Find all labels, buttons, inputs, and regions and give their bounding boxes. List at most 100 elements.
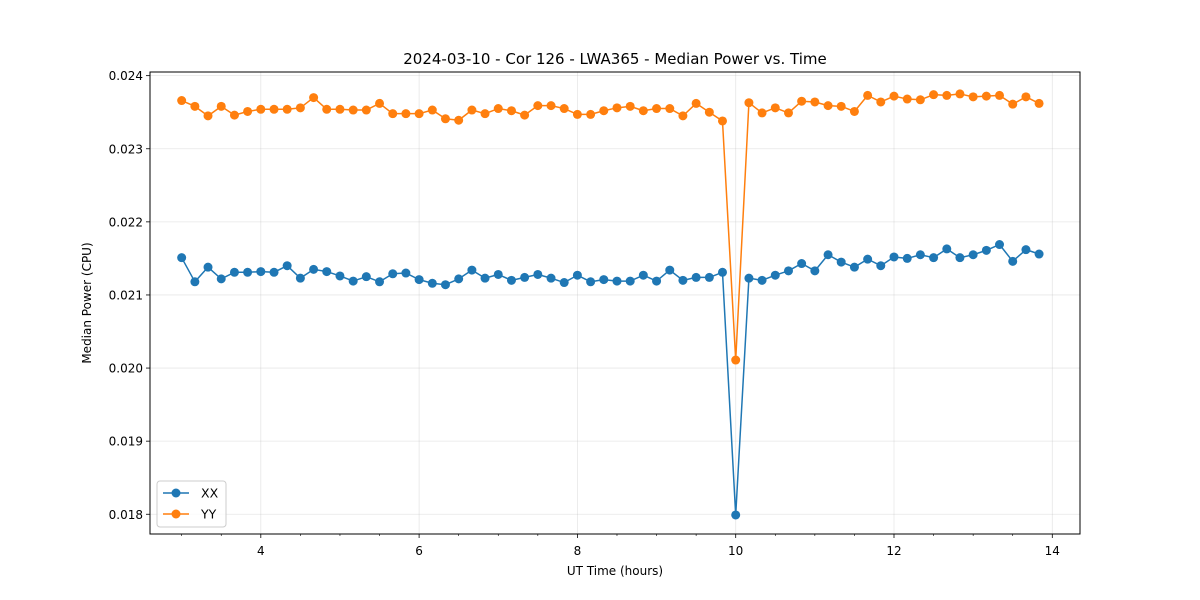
data-point-yy [968, 92, 978, 102]
data-point-yy [572, 109, 582, 119]
data-point-xx [981, 245, 991, 255]
y-axis-label: Median Power (CPU) [80, 242, 94, 363]
data-point-xx [638, 270, 648, 280]
data-point-yy [361, 105, 371, 115]
data-point-yy [480, 109, 490, 119]
data-point-yy [427, 105, 437, 115]
data-point-yy [955, 89, 965, 99]
data-point-xx [454, 274, 464, 284]
data-point-yy [995, 90, 1005, 100]
x-tick-label: 4 [257, 544, 265, 558]
data-point-yy [981, 91, 991, 101]
data-point-yy [216, 101, 226, 111]
data-point-xx [216, 274, 226, 284]
data-point-xx [1021, 245, 1031, 255]
data-point-xx [401, 268, 411, 278]
data-point-yy [586, 109, 596, 119]
axis-ticks: 4 6 8 10 12 14 0.018 0.019 0.020 0.021 0.022 0.023 0… [109, 69, 1060, 558]
y-tick-label: 0.021 [109, 288, 143, 302]
data-point-xx [876, 261, 886, 271]
data-point-yy [203, 111, 213, 121]
data-point-xx [942, 244, 952, 254]
data-point-yy [440, 114, 450, 124]
data-point-xx [652, 276, 662, 286]
data-point-yy [467, 105, 477, 115]
data-point-xx [823, 250, 833, 260]
series-line-xx [181, 243, 1040, 516]
data-point-yy [704, 107, 714, 117]
data-point-yy [638, 106, 648, 116]
data-point-xx [546, 273, 556, 283]
data-point-yy [1008, 99, 1018, 109]
data-point-xx [375, 277, 385, 287]
data-point-xx [493, 269, 503, 279]
y-tick-label: 0.022 [109, 215, 143, 229]
data-point-xx [322, 267, 332, 277]
data-point-yy [177, 96, 187, 106]
data-point-xx [506, 275, 516, 285]
data-point-xx [744, 273, 754, 283]
data-point-xx [269, 267, 279, 277]
data-point-yy [414, 109, 424, 119]
data-point-yy [559, 104, 569, 114]
data-point-yy [335, 104, 345, 114]
data-point-xx [572, 270, 582, 280]
data-point-yy [849, 106, 859, 116]
data-point-xx [309, 264, 319, 274]
data-point-xx [612, 276, 622, 286]
data-point-yy [401, 109, 411, 119]
data-point-xx [731, 510, 741, 520]
data-point-xx [955, 253, 965, 263]
data-point-yy [322, 104, 332, 114]
x-axis-label: UT Time (hours) [567, 564, 663, 578]
data-point-xx [295, 273, 305, 283]
data-point-yy [243, 106, 253, 116]
data-point-xx [889, 252, 899, 262]
data-point-xx [335, 271, 345, 281]
data-point-xx [1034, 249, 1044, 259]
data-point-yy [731, 355, 741, 365]
data-point-xx [717, 267, 727, 277]
data-point-yy [836, 101, 846, 111]
data-point-xx [678, 275, 688, 285]
data-point-xx [361, 272, 371, 282]
data-point-xx [810, 266, 820, 276]
data-point-yy [1021, 92, 1031, 102]
data-point-xx [691, 272, 701, 282]
data-point-yy [348, 105, 358, 115]
data-point-yy [388, 109, 398, 119]
y-tick-label: 0.018 [109, 508, 143, 522]
data-point-yy [770, 103, 780, 113]
data-point-yy [520, 110, 530, 120]
data-point-yy [889, 91, 899, 101]
data-point-yy [823, 101, 833, 111]
data-point-yy [783, 108, 793, 118]
data-point-yy [599, 106, 609, 116]
series-line-yy [181, 93, 1040, 361]
data-point-xx [414, 275, 424, 285]
grid [150, 72, 1080, 534]
data-point-yy [546, 101, 556, 111]
data-point-yy [942, 90, 952, 100]
data-point-xx [797, 259, 807, 269]
series-layer [177, 89, 1044, 520]
data-point-xx [203, 262, 213, 272]
data-point-yy [1034, 98, 1044, 108]
data-point-yy [454, 115, 464, 125]
x-tick-label: 10 [728, 544, 743, 558]
y-tick-label: 0.024 [109, 69, 143, 83]
series-xx [177, 240, 1044, 520]
data-point-yy [665, 104, 675, 114]
data-point-xx [480, 273, 490, 283]
data-point-yy [506, 106, 516, 116]
data-point-yy [375, 98, 385, 108]
legend-label-xx: XX [201, 486, 219, 501]
data-point-xx [849, 262, 859, 272]
data-point-yy [902, 94, 912, 104]
data-point-xx [467, 265, 477, 275]
legend-marker-yy [171, 509, 181, 519]
data-point-yy [229, 110, 239, 120]
data-point-yy [915, 95, 925, 105]
